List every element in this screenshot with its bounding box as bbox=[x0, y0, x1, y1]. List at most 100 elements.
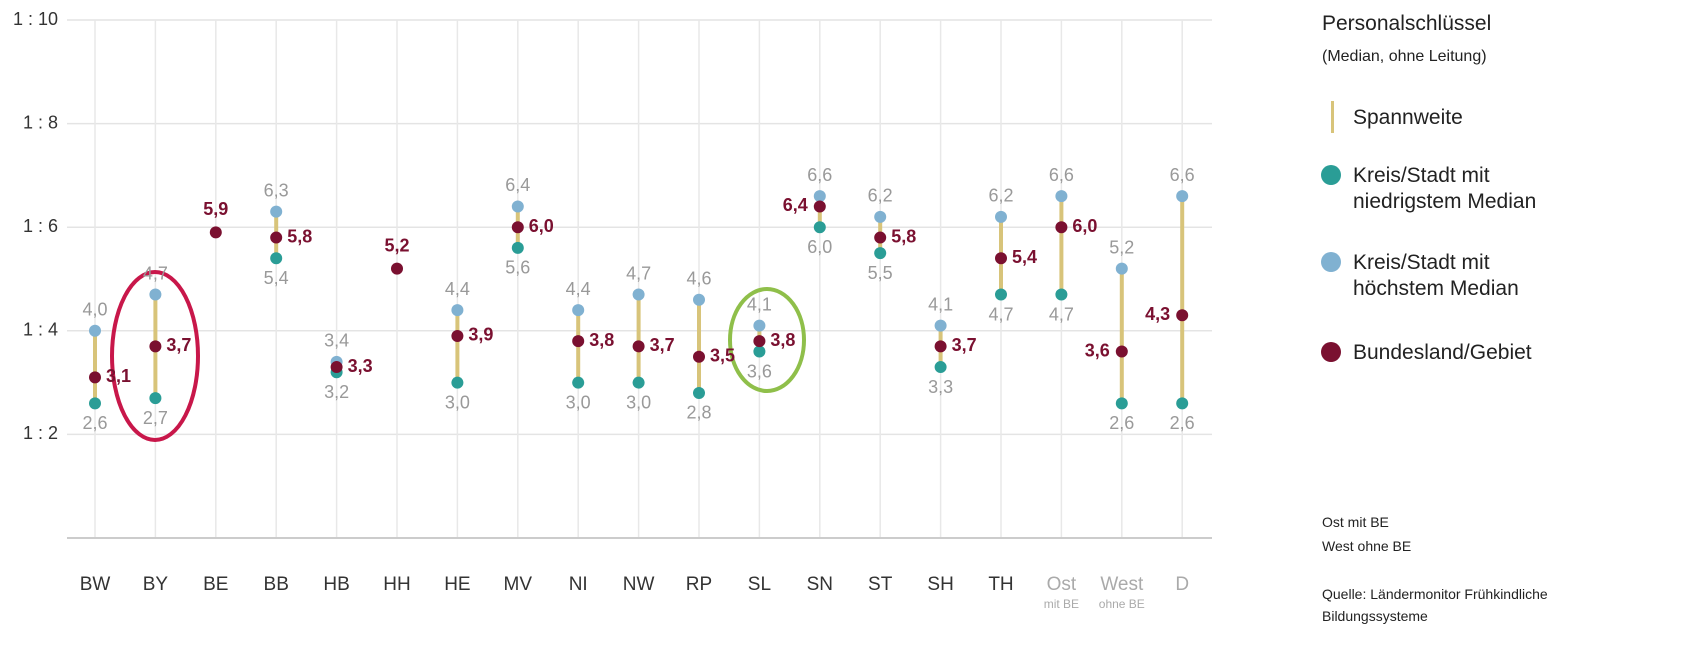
value-label: 5,6 bbox=[505, 258, 530, 278]
legend-range-swatch bbox=[1331, 101, 1334, 133]
value-label: 3,0 bbox=[445, 392, 470, 412]
value-label: 3,4 bbox=[324, 331, 349, 351]
value-label: 4,1 bbox=[928, 294, 953, 314]
x-tick-label: West bbox=[1100, 574, 1144, 595]
dot-land bbox=[572, 335, 585, 348]
dot-high bbox=[1055, 190, 1068, 203]
y-tick-label: 1 : 2 bbox=[23, 423, 58, 443]
value-label: 4,3 bbox=[1145, 304, 1170, 324]
highlight-ellipse bbox=[728, 287, 806, 393]
value-label: 2,6 bbox=[82, 413, 107, 433]
x-tick-label: Ost bbox=[1047, 574, 1077, 595]
value-label: 2,7 bbox=[143, 408, 168, 428]
dot-high bbox=[89, 324, 101, 337]
value-label: 5,8 bbox=[287, 226, 312, 246]
chart: 1 : 2 1 : 4 1 : 6 1 : 8 1 : 10 BW 2,6 4,0 3,1 BY 2… bbox=[13, 9, 1212, 611]
x-tick-label: NI bbox=[569, 574, 588, 595]
value-label: 6,6 bbox=[1049, 165, 1074, 185]
value-label: 6,3 bbox=[264, 180, 289, 200]
dot-high bbox=[934, 319, 947, 332]
value-label: 3,9 bbox=[468, 325, 493, 345]
dot-low bbox=[934, 361, 947, 374]
x-tick-label: SL bbox=[748, 574, 771, 595]
value-label: 5,9 bbox=[203, 199, 228, 219]
value-label: 3,7 bbox=[166, 335, 191, 355]
value-label: 2,8 bbox=[686, 403, 711, 423]
dot-low bbox=[995, 288, 1007, 301]
value-label: 4,4 bbox=[566, 279, 591, 299]
value-label: 6,0 bbox=[1072, 216, 1097, 236]
dot-low bbox=[1115, 397, 1128, 410]
value-label: 4,4 bbox=[445, 279, 470, 299]
dot-land bbox=[451, 329, 464, 342]
dot-high bbox=[270, 205, 283, 218]
value-label: 3,0 bbox=[626, 392, 651, 412]
highlight-ellipse bbox=[110, 270, 200, 442]
y-tick-label: 1 : 4 bbox=[23, 320, 58, 340]
value-label: 4,7 bbox=[626, 263, 651, 283]
legend-title: Personalschlüssel bbox=[1322, 12, 1492, 35]
dot-low bbox=[149, 392, 162, 405]
value-label: 6,4 bbox=[505, 175, 530, 195]
value-label: 3,6 bbox=[747, 361, 772, 381]
value-label: 2,6 bbox=[1109, 413, 1134, 433]
x-tick-label: BB bbox=[264, 574, 289, 595]
dot-land bbox=[874, 231, 887, 244]
dot-land bbox=[149, 340, 162, 353]
dot-low bbox=[753, 345, 766, 358]
legend-subtitle: (Median, ohne Leitung) bbox=[1322, 48, 1487, 65]
value-label: 3,3 bbox=[348, 356, 373, 376]
x-tick-label: HE bbox=[444, 574, 470, 595]
dot-land bbox=[813, 200, 826, 213]
dot-high bbox=[511, 200, 524, 213]
dot-high bbox=[874, 210, 887, 223]
x-tick-label: TH bbox=[988, 574, 1013, 595]
dot-land bbox=[934, 340, 947, 353]
value-label: 3,6 bbox=[1085, 340, 1110, 360]
value-label: 5,2 bbox=[1109, 237, 1134, 257]
dot-high bbox=[1176, 190, 1189, 203]
dot-high bbox=[1115, 262, 1128, 275]
dot-land bbox=[693, 350, 705, 363]
dot-low bbox=[1176, 397, 1189, 410]
x-tick-label: ST bbox=[868, 574, 893, 595]
dot-high bbox=[572, 304, 585, 317]
dot-high bbox=[149, 288, 162, 301]
dot-land bbox=[270, 231, 283, 244]
dot-land bbox=[1055, 221, 1068, 234]
dot-low bbox=[632, 376, 645, 389]
legend-label: Kreis/Stadt mit niedrigstem Median bbox=[1353, 164, 1537, 213]
x-tick-label: BY bbox=[143, 574, 169, 595]
legend-label: Spannweite bbox=[1353, 106, 1463, 129]
x-tick-sublabel: ohne BE bbox=[1099, 597, 1145, 611]
value-label: 3,7 bbox=[650, 335, 675, 355]
legend-swatch bbox=[1321, 165, 1341, 185]
value-label: 6,0 bbox=[529, 216, 554, 236]
value-label: 6,6 bbox=[1170, 165, 1195, 185]
value-label: 5,4 bbox=[264, 268, 289, 288]
dot-land bbox=[89, 371, 101, 384]
y-tick-label: 1 : 6 bbox=[23, 216, 58, 236]
x-tick-label: HB bbox=[323, 574, 349, 595]
dot-land bbox=[753, 335, 766, 348]
dot-low bbox=[1055, 288, 1068, 301]
x-tick-label: BE bbox=[203, 574, 228, 595]
dot-land bbox=[391, 262, 403, 275]
value-label: 3,5 bbox=[710, 345, 735, 365]
value-label: 3,7 bbox=[952, 335, 977, 355]
value-label: 2,6 bbox=[1170, 413, 1195, 433]
value-label: 3,8 bbox=[589, 330, 614, 350]
dot-high bbox=[995, 210, 1007, 223]
dot-land bbox=[995, 252, 1007, 265]
y-tick-label: 1 : 8 bbox=[23, 112, 58, 132]
x-tick-label: SN bbox=[807, 574, 833, 595]
value-label: 3,2 bbox=[324, 382, 349, 402]
dot-high bbox=[813, 190, 826, 203]
dot-low bbox=[89, 397, 101, 410]
dot-high bbox=[451, 304, 464, 317]
x-tick-label: RP bbox=[686, 574, 712, 595]
dot-low bbox=[572, 376, 585, 389]
dot-land bbox=[632, 340, 645, 353]
value-label: 5,8 bbox=[891, 226, 916, 246]
value-label: 6,4 bbox=[783, 195, 808, 215]
